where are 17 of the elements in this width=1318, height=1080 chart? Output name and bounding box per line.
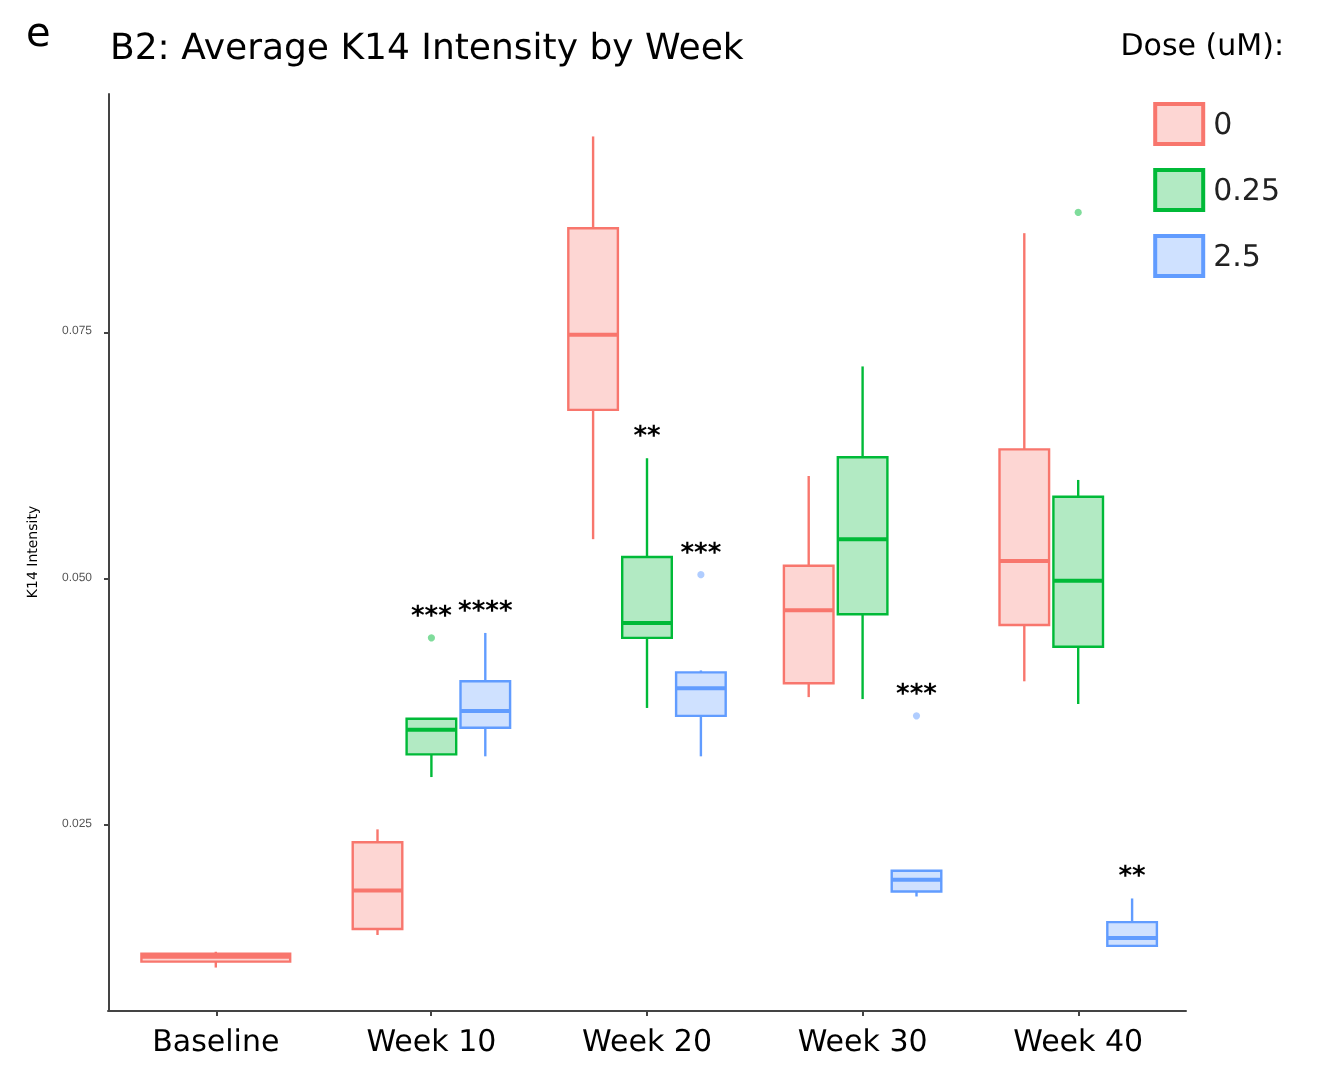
legend-label: 0 <box>1213 106 1233 142</box>
annotation: ** <box>633 422 661 453</box>
annotation: *** <box>680 538 722 569</box>
x-tick-label: Week 40 <box>1013 1023 1144 1059</box>
legend-title: Dose (uM): <box>1120 27 1285 63</box>
annotation: *** <box>410 601 453 632</box>
x-tick-label: Week 30 <box>797 1023 928 1059</box>
legend-label: 0.25 <box>1213 172 1281 208</box>
legend-label: 2.5 <box>1213 238 1261 274</box>
x-tick-label: Week 20 <box>582 1023 712 1059</box>
annotation: ** <box>1118 862 1147 893</box>
x-tick-label: Baseline <box>152 1023 280 1059</box>
chart-title: B2: Average K14 Intensity by Week <box>110 27 745 69</box>
x-tick-label: Week 10 <box>366 1023 497 1059</box>
annotation: **** <box>458 596 513 627</box>
text: e <box>26 8 51 56</box>
annotation: *** <box>896 679 938 710</box>
